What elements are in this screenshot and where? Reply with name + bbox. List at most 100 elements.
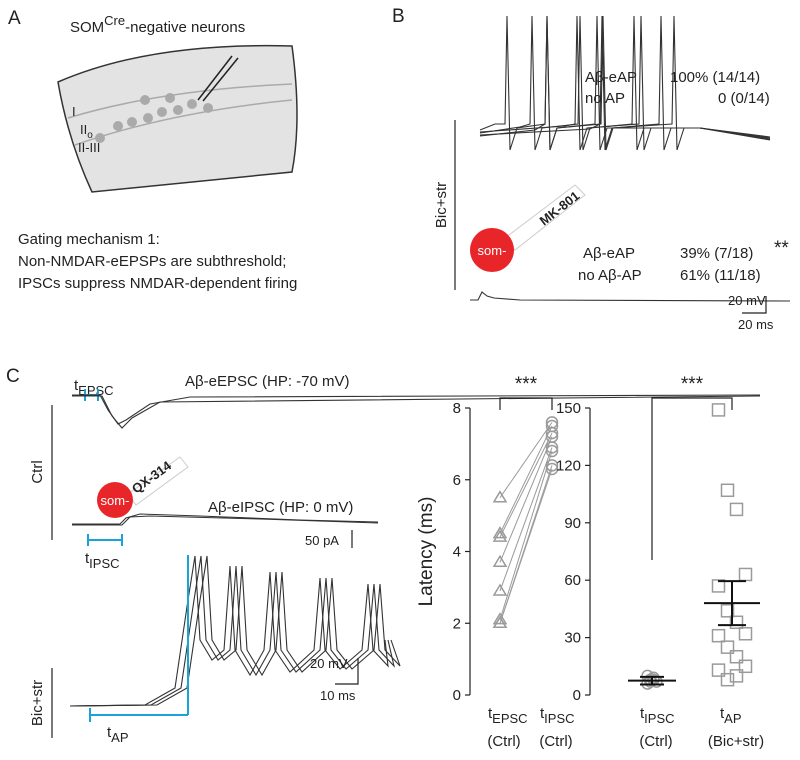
cell-icon xyxy=(470,228,514,272)
x-tick-label: (Ctrl) xyxy=(639,733,672,750)
data-point xyxy=(711,663,726,677)
x-tick-subscript: AP xyxy=(724,711,741,726)
data-point xyxy=(711,628,726,643)
trace xyxy=(479,15,771,151)
x-tick-label: tEPSC xyxy=(488,705,528,726)
condition-label: Bic+str xyxy=(433,182,450,228)
neurons xyxy=(95,93,213,143)
electrode xyxy=(197,55,233,101)
scale-label: 20 mV xyxy=(310,656,348,671)
latency-label-part: t xyxy=(107,724,112,741)
error-bar xyxy=(718,580,746,627)
cell-icon xyxy=(97,482,133,518)
result-value: 0 (0/14) xyxy=(718,90,770,107)
latency-subscript: AP xyxy=(111,730,128,745)
data-point xyxy=(545,462,559,476)
y-tick-label: 90 xyxy=(564,515,581,532)
scale-label: 10 ms xyxy=(320,688,356,703)
data-point xyxy=(492,529,508,542)
scale-label: 20 ms xyxy=(738,317,774,332)
result-label: Aβ-eAP xyxy=(583,245,635,262)
data-point xyxy=(711,579,726,593)
data-point xyxy=(545,441,559,454)
trace xyxy=(470,291,791,302)
data-point xyxy=(492,554,508,568)
data-point xyxy=(492,612,508,625)
trace xyxy=(72,395,761,429)
slice xyxy=(57,44,298,193)
trace xyxy=(479,15,771,151)
condition-label: Ctrl xyxy=(29,460,46,483)
pair-line xyxy=(499,450,553,620)
latency-bracket xyxy=(87,534,123,546)
title-part: -negative neurons xyxy=(125,19,245,36)
latency-label: tIPSC xyxy=(85,550,120,571)
trace-label: Aβ-eIPSC (HP: 0 mV) xyxy=(208,499,353,516)
data-point xyxy=(738,627,753,641)
scale-bar xyxy=(742,296,767,314)
data-point xyxy=(492,615,508,628)
scale-label: 50 pA xyxy=(305,533,339,548)
y-tick-label: 4 xyxy=(453,544,461,561)
text-line: Gating mechanism 1: xyxy=(18,231,160,248)
title-superscript: Cre xyxy=(104,13,125,28)
y-tick-label: 120 xyxy=(556,457,581,474)
electrode xyxy=(202,57,239,102)
error-bar xyxy=(640,675,664,686)
pair-line xyxy=(499,447,553,592)
data-point xyxy=(729,669,744,683)
x-tick-subscript: IPSC xyxy=(544,711,574,726)
cell-label: som- xyxy=(101,493,130,508)
y-tick-label: 2 xyxy=(453,615,461,632)
data-point xyxy=(729,502,744,517)
significance-bracket xyxy=(651,397,733,560)
data-point xyxy=(545,426,559,440)
result-label: no Aβ-AP xyxy=(578,267,642,284)
pair-line xyxy=(499,422,553,498)
layer-label-part: II xyxy=(80,122,87,137)
significance: *** xyxy=(515,374,538,395)
layer-label: I xyxy=(72,104,76,119)
pair-line xyxy=(499,468,553,624)
y-tick-label: 60 xyxy=(564,572,581,589)
data-point xyxy=(492,490,508,503)
data-point xyxy=(720,672,735,687)
result-label: no AP xyxy=(585,90,625,107)
panel-label: B xyxy=(392,6,405,27)
y-tick-label: 0 xyxy=(453,687,461,704)
data-point xyxy=(492,526,508,539)
pair-line xyxy=(499,436,553,563)
spike-traces xyxy=(69,555,401,707)
data-point xyxy=(720,483,735,498)
title-part: SOM xyxy=(70,19,104,36)
y-tick-label: 6 xyxy=(453,472,461,489)
trace-label: Aβ-eEPSC (HP: -70 mV) xyxy=(185,373,350,390)
x-tick-label: (Bic+str) xyxy=(708,733,764,750)
x-tick-label-part: t xyxy=(720,705,725,722)
trace xyxy=(72,515,379,526)
result-value: 100% (14/14) xyxy=(670,69,760,86)
trace xyxy=(69,555,395,707)
y-tick-label: 150 xyxy=(556,400,581,417)
text-line: Non-NMDAR-eEPSPs are subthreshold; xyxy=(18,253,286,270)
significance-bracket xyxy=(499,397,553,410)
layer-label: II-III xyxy=(78,140,100,155)
scale-label: 20 mV xyxy=(728,293,766,308)
data-point xyxy=(545,459,559,472)
x-tick-label-part: t xyxy=(540,705,545,722)
data-point xyxy=(711,403,726,417)
trace xyxy=(72,394,761,425)
panel-label: A xyxy=(8,8,21,29)
latency-bracket xyxy=(89,555,189,722)
y-tick-label: 0 xyxy=(573,687,581,704)
result-label: Aβ-eAP xyxy=(585,69,637,86)
x-tick-label: tIPSC xyxy=(540,705,575,726)
x-tick-label: (Ctrl) xyxy=(539,733,572,750)
x-tick-label: tIPSC xyxy=(640,705,675,726)
result-value: 39% (7/18) xyxy=(680,245,753,262)
trace xyxy=(479,15,771,151)
x-tick-label: (Ctrl) xyxy=(487,733,520,750)
x-tick-subscript: IPSC xyxy=(644,711,674,726)
data-point xyxy=(729,649,744,664)
